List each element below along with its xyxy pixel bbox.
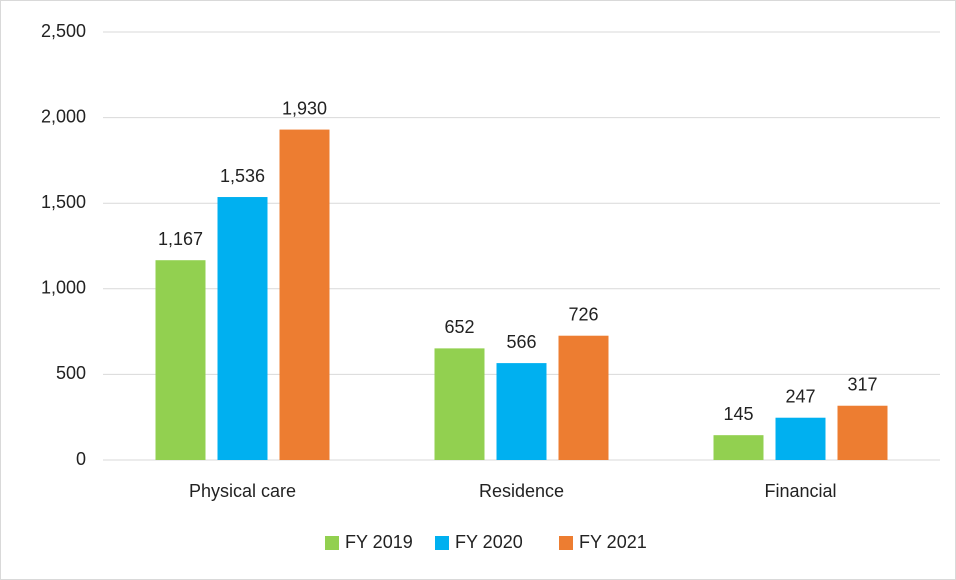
data-label: 317 [847, 374, 877, 394]
legend-swatch [325, 536, 339, 550]
data-label: 652 [444, 317, 474, 337]
x-tick-label: Financial [764, 481, 836, 501]
legend-label: FY 2021 [579, 532, 647, 552]
data-label: 1,167 [158, 229, 203, 249]
x-tick-label: Physical care [189, 481, 296, 501]
y-tick-label: 0 [76, 449, 86, 469]
data-label: 1,536 [220, 166, 265, 186]
legend-label: FY 2019 [345, 532, 413, 552]
bar [217, 197, 268, 460]
data-label: 1,930 [282, 98, 327, 118]
data-label: 247 [785, 386, 815, 406]
data-label: 726 [568, 304, 598, 324]
legend-label: FY 2020 [455, 532, 523, 552]
bar [496, 363, 547, 460]
y-tick-label: 1,500 [41, 192, 86, 212]
y-tick-label: 2,500 [41, 21, 86, 41]
x-tick-label: Residence [479, 481, 564, 501]
data-label: 566 [506, 332, 536, 352]
bar [155, 260, 206, 460]
bar [713, 435, 764, 460]
bar [434, 348, 485, 460]
bar [279, 129, 330, 461]
bar [558, 335, 609, 460]
legend-swatch [435, 536, 449, 550]
y-tick-label: 1,000 [41, 278, 86, 298]
data-label: 145 [723, 404, 753, 424]
y-tick-label: 500 [56, 363, 86, 383]
bar [837, 405, 888, 460]
legend-swatch [559, 536, 573, 550]
y-tick-label: 2,000 [41, 106, 86, 126]
bar [775, 417, 826, 460]
